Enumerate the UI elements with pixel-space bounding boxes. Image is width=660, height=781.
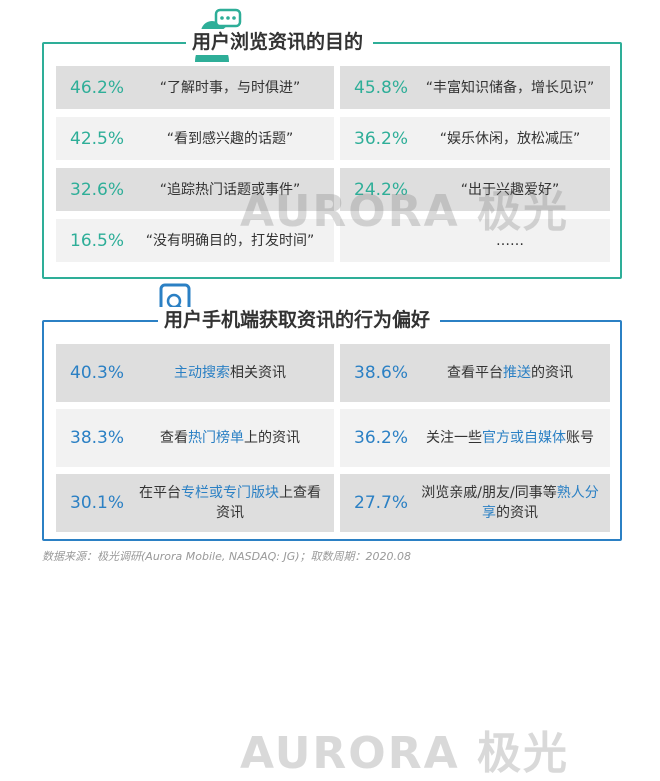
item-label: “出于兴趣爱好” bbox=[460, 181, 560, 198]
label-text: 查看 bbox=[160, 430, 188, 446]
item-label: 关注一些官方或自媒体账号 bbox=[418, 428, 610, 448]
item-label: “追踪热门话题或事件” bbox=[159, 181, 301, 198]
behavior-panel: 40.3% 主动搜索相关资讯 38.6% 查看平台推送的资讯 38.3% 查看热门榜单上的… bbox=[42, 320, 622, 779]
item-label: 查看平台推送的资讯 bbox=[418, 363, 610, 383]
purpose-panel: 46.2% “了解时事，与时俱进” 45.8% “丰富知识储备，增长见识” 42.5% “… bbox=[42, 42, 622, 279]
percent-value: 36.2% bbox=[354, 128, 409, 149]
list-item: 30.1% 在平台专栏或专门版块上查看资讯 bbox=[56, 474, 334, 532]
label-text: 关注一些 bbox=[426, 430, 482, 446]
label-text: 的资讯 bbox=[531, 365, 573, 381]
list-item: 27.7% 浏览亲戚/朋友/同事等熟人分享的资讯 bbox=[340, 474, 610, 532]
item-label: “看到感兴趣的话题” bbox=[166, 130, 294, 147]
label-text: 上的资讯 bbox=[244, 430, 300, 446]
label-text: 相关资讯 bbox=[230, 365, 286, 381]
label-text: 查看平台 bbox=[447, 365, 503, 381]
item-label: “娱乐休闲，放松减压” bbox=[439, 130, 581, 147]
list-item: 38.6% 查看平台推送的资讯 bbox=[340, 344, 610, 402]
highlighted-text: 官方或自媒体 bbox=[482, 430, 566, 446]
highlighted-text: 熟人分享 bbox=[482, 485, 599, 521]
percent-value: 32.6% bbox=[70, 179, 125, 200]
item-label: 浏览亲戚/朋友/同事等熟人分享的资讯 bbox=[418, 483, 610, 523]
percent-value: 30.1% bbox=[70, 493, 125, 513]
percent-value: 45.8% bbox=[354, 77, 409, 98]
list-item: 36.2% “娱乐休闲，放松减压” bbox=[340, 117, 610, 160]
list-item: 46.2% “了解时事，与时俱进” bbox=[56, 66, 334, 109]
highlighted-text: 主动搜索 bbox=[174, 365, 230, 381]
list-item: 40.3% 主动搜索相关资讯 bbox=[56, 344, 334, 402]
highlighted-text: 推送 bbox=[503, 365, 531, 381]
item-label: 查看热门榜单上的资讯 bbox=[134, 428, 334, 448]
item-label: “丰富知识储备，增长见识” bbox=[425, 79, 595, 96]
highlighted-text: 专栏或专门版块 bbox=[181, 485, 279, 501]
percent-value: 27.7% bbox=[354, 493, 409, 513]
list-item: …… bbox=[340, 219, 610, 262]
item-label: …… bbox=[496, 232, 524, 249]
behavior-rows: 40.3% 主动搜索相关资讯 38.6% 查看平台推送的资讯 38.3% 查看热门榜单上的… bbox=[44, 322, 620, 539]
label-text: 在平台 bbox=[139, 485, 181, 501]
watermark: AURORA 极光 bbox=[240, 186, 569, 237]
percent-value: 36.2% bbox=[354, 428, 409, 448]
list-item: 24.2% “出于兴趣爱好” bbox=[340, 168, 610, 211]
section-title-behavior: 用户手机端获取资讯的行为偏好 bbox=[158, 307, 441, 333]
item-label: 主动搜索相关资讯 bbox=[134, 363, 334, 383]
list-item: 32.6% “追踪热门话题或事件” bbox=[56, 168, 334, 211]
list-item: 16.5% “没有明确目的，打发时间” bbox=[56, 219, 334, 262]
list-item: 42.5% “看到感兴趣的话题” bbox=[56, 117, 334, 160]
percent-value: 46.2% bbox=[70, 77, 125, 98]
section-title-purpose: 用户浏览资讯的目的 bbox=[186, 29, 374, 55]
label-text: 账号 bbox=[566, 430, 594, 446]
list-item: 45.8% “丰富知识储备，增长见识” bbox=[340, 66, 610, 109]
item-label: 在平台专栏或专门版块上查看资讯 bbox=[134, 483, 334, 523]
label-text: 的资讯 bbox=[496, 505, 538, 521]
percent-value: 24.2% bbox=[354, 179, 409, 200]
item-label: “了解时事，与时俱进” bbox=[159, 79, 301, 96]
source-footer: 数据来源：极光调研(Aurora Mobile, NASDAQ: JG)；取数周… bbox=[42, 550, 412, 563]
list-item: 36.2% 关注一些官方或自媒体账号 bbox=[340, 409, 610, 467]
percent-value: 38.3% bbox=[70, 428, 125, 448]
percent-value: 42.5% bbox=[70, 128, 125, 149]
purpose-rows: 46.2% “了解时事，与时俱进” 45.8% “丰富知识储备，增长见识” 42.5% “… bbox=[44, 44, 620, 277]
label-text: 浏览亲戚/朋友/同事等 bbox=[421, 485, 557, 501]
label-text: 上查看资讯 bbox=[216, 485, 321, 521]
item-label: “没有明确目的，打发时间” bbox=[145, 232, 315, 249]
watermark: AURORA 极光 bbox=[240, 728, 569, 779]
percent-value: 40.3% bbox=[70, 363, 125, 383]
percent-value: 16.5% bbox=[70, 230, 125, 251]
list-item: 38.3% 查看热门榜单上的资讯 bbox=[56, 409, 334, 467]
percent-value: 38.6% bbox=[354, 363, 409, 383]
highlighted-text: 热门榜单 bbox=[188, 430, 244, 446]
